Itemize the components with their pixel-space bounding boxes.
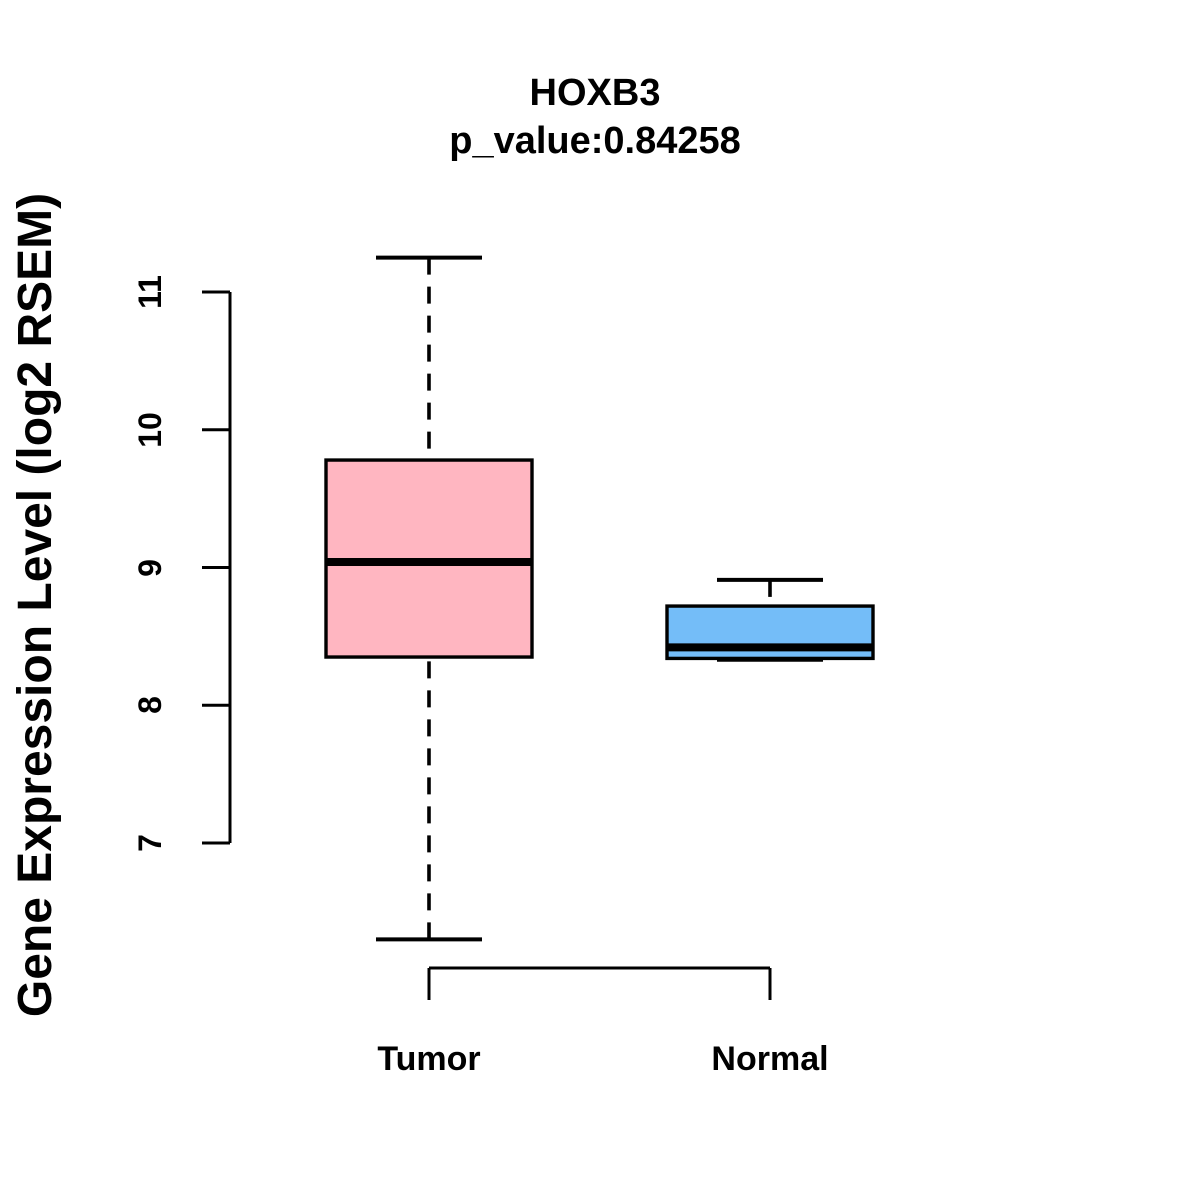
- y-tick-label-11: 11: [132, 275, 168, 309]
- y-axis-title: Gene Expression Level (log2 RSEM): [9, 192, 62, 1018]
- y-tick-label-7: 7: [132, 834, 168, 852]
- y-tick-label-8: 8: [132, 696, 168, 715]
- y-tick-label-9: 9: [132, 558, 168, 577]
- chart-pvalue-subtitle: p_value:0.84258: [449, 120, 741, 162]
- y-tick-label-10: 10: [132, 411, 168, 448]
- x-category-label-normal: Normal: [711, 1040, 829, 1078]
- x-category-label-tumor: Tumor: [377, 1040, 481, 1078]
- chart-title: HOXB3: [529, 72, 661, 114]
